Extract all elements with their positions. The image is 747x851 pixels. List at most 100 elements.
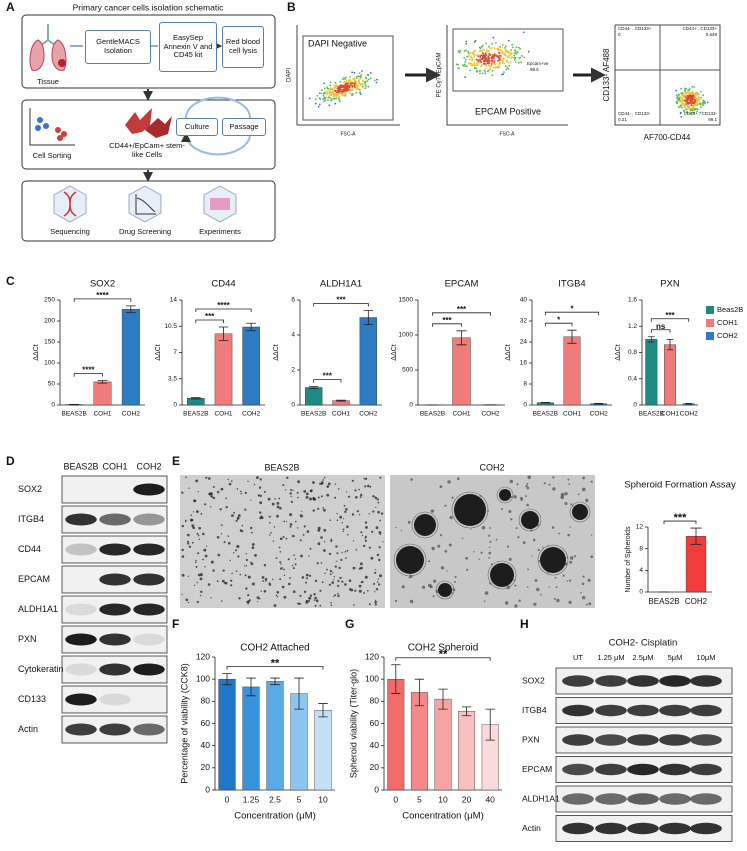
event-dot [484, 57, 487, 60]
error-bar [485, 708, 495, 741]
cell-dot [364, 537, 367, 539]
y-tick-label: 4 [639, 567, 643, 574]
cell-dot [570, 556, 574, 560]
band [99, 723, 131, 736]
cell-dot [292, 590, 296, 593]
event-dot [519, 47, 521, 50]
cell-dot [299, 594, 302, 597]
cell-dot [564, 502, 568, 505]
event-dot [474, 54, 476, 57]
event-dot [502, 73, 504, 76]
cell-dot [483, 600, 486, 602]
event-dot [493, 53, 496, 56]
cell-dot [279, 506, 282, 510]
cell-dot [303, 525, 306, 528]
event-dot [514, 61, 517, 63]
cell-dot [348, 579, 352, 582]
row-label: ITGB4 [522, 705, 547, 715]
event-dot [493, 55, 496, 58]
cell-dot [421, 585, 426, 589]
significance-bracket [195, 319, 224, 323]
cell-dot [200, 513, 203, 515]
event-dot [360, 76, 362, 79]
cell-dot [300, 554, 303, 558]
cell-dot [216, 536, 220, 539]
cell-dot [314, 596, 317, 600]
event-dot [501, 44, 504, 46]
x-tick-label: 2.5 [269, 794, 281, 804]
event-dot [703, 101, 706, 104]
event-dot [362, 85, 364, 88]
cell-dot [278, 546, 281, 549]
event-dot [695, 97, 698, 100]
cell-dot [247, 575, 251, 579]
cell-dot [288, 582, 291, 586]
x-tick-label: COH2 [242, 411, 260, 418]
event-dot [697, 96, 700, 99]
x-tick-label: COH1 [93, 411, 111, 418]
cell-dot [279, 561, 282, 564]
spheroid [454, 494, 486, 526]
cell-dot [233, 511, 236, 514]
event-dot [340, 94, 343, 96]
event-dot [465, 58, 467, 61]
event-dot [479, 56, 482, 59]
cell-dot [466, 568, 469, 571]
panel-label: A [6, 0, 15, 14]
event-dot [688, 93, 690, 95]
cell-dot [401, 585, 405, 589]
chart-title: ITGB4 [558, 279, 585, 290]
row-label: ITGB4 [18, 514, 44, 524]
cell-dot [333, 595, 335, 597]
cell-dot [582, 596, 586, 600]
cell-dot [372, 495, 375, 498]
significance-bracket [432, 323, 462, 327]
cell-dot [231, 572, 233, 575]
cell-dot [360, 531, 363, 534]
event-dot [499, 45, 501, 48]
cell-dot [377, 501, 380, 504]
spheroid-halo [537, 544, 569, 576]
cell-dot [533, 602, 537, 606]
significance-bracket [663, 520, 697, 525]
bar [645, 339, 658, 406]
y-tick-label: 0 [639, 589, 643, 596]
y-tick-label: 0.4 [628, 375, 637, 382]
cell-dot [454, 580, 456, 583]
cell-dot [407, 520, 411, 524]
y-tick-label: 1.2 [628, 323, 637, 330]
band [690, 793, 722, 805]
lane-label: 5μM [668, 653, 683, 662]
cell-dot [342, 528, 345, 531]
cell-dot [330, 539, 333, 543]
event-dot [485, 65, 488, 67]
y-tick-label: 2 [291, 367, 295, 374]
event-dot [376, 78, 378, 81]
event-dot [353, 77, 356, 80]
cell-dot [306, 530, 310, 533]
cell-dot [444, 550, 448, 553]
event-dot [481, 44, 484, 47]
x-axis-label: Concentration (μM) [234, 811, 316, 822]
band [99, 603, 131, 616]
cell-dot [204, 566, 206, 568]
cell-dot [186, 540, 189, 543]
event-dot [492, 54, 494, 56]
gate-value: 99.6 [530, 67, 539, 72]
y-tick-label: 10.5 [164, 323, 177, 330]
event-dot [495, 66, 497, 69]
event-dot [483, 62, 485, 65]
event-dot [323, 87, 326, 90]
cell-dot [370, 556, 374, 560]
cell-dot [317, 496, 320, 499]
event-dot [361, 70, 363, 72]
event-dot [344, 95, 347, 97]
bar [242, 326, 260, 406]
cell-dot [364, 485, 367, 488]
cell-dot [341, 551, 343, 554]
chart-title: COH2 Attached [240, 643, 309, 654]
event-dot [504, 47, 506, 49]
cell-dot [495, 538, 498, 541]
event-dot [489, 47, 492, 50]
event-dot [367, 73, 370, 76]
